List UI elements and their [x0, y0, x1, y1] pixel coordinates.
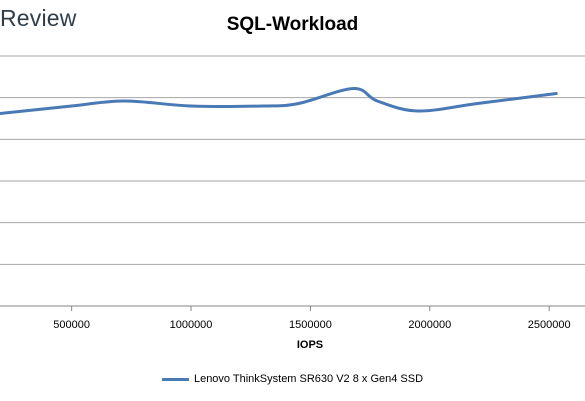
x-tick-label: 1000000: [170, 319, 213, 331]
legend-label: Lenovo ThinkSystem SR630 V2 8 x Gen4 SSD: [193, 373, 424, 385]
x-axis-label: IOPS: [297, 339, 323, 351]
brand-logo-text: Review: [0, 5, 77, 31]
series-line: [0, 86, 558, 115]
x-tick-label: 2000000: [408, 319, 451, 331]
x-tick-label: 1500000: [289, 319, 332, 331]
x-axis-ticks: 500000 1000000 1500000 2000000 2500000: [53, 306, 571, 331]
x-tick-label: 2500000: [528, 319, 571, 331]
x-tick-label: 500000: [53, 319, 90, 331]
gridlines: [0, 55, 585, 307]
legend-swatch: [161, 377, 189, 381]
series-layer: [0, 86, 558, 115]
chart-title: SQL-Workload: [226, 14, 359, 35]
legend: Lenovo ThinkSystem SR630 V2 8 x Gen4 SSD: [0, 373, 585, 385]
